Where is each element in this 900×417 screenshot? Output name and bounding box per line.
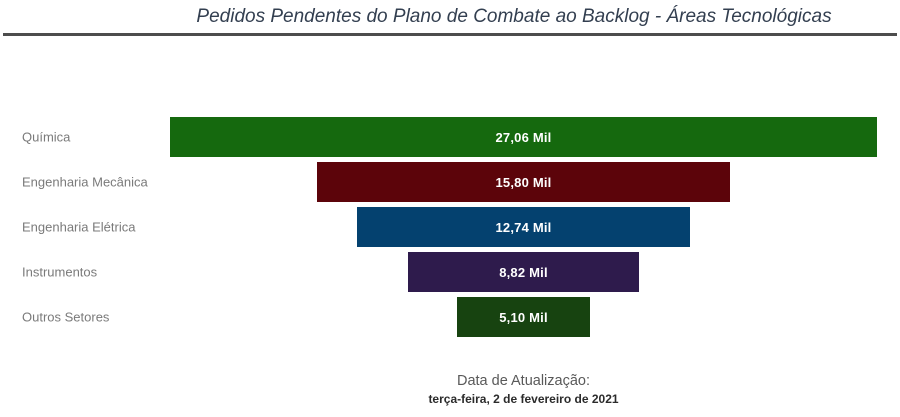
- funnel-row: Engenharia Mecânica 15,80 Mil: [0, 162, 900, 202]
- funnel-row: Outros Setores 5,10 Mil: [0, 297, 900, 337]
- title-divider: [3, 33, 897, 36]
- funnel-bar[interactable]: 8,82 Mil: [408, 252, 639, 292]
- category-label: Engenharia Mecânica: [22, 174, 148, 190]
- funnel-bar[interactable]: 27,06 Mil: [170, 117, 877, 157]
- category-label: Outros Setores: [22, 309, 110, 325]
- footer-update-label: Data de Atualização:: [456, 373, 590, 389]
- bar-value-label: 15,80 Mil: [495, 174, 552, 190]
- bar-value-label: 27,06 Mil: [495, 129, 552, 145]
- funnel-plot: Química 27,06 Mil Engenharia Mecânica 15,80…: [0, 117, 900, 342]
- funnel-row: Instrumentos 8,82 Mil: [0, 252, 900, 292]
- funnel-bar[interactable]: 12,74 Mil: [357, 207, 690, 247]
- funnel-row: Química 27,06 Mil: [0, 117, 900, 157]
- funnel-bar[interactable]: 5,10 Mil: [456, 297, 591, 337]
- footer: Data de Atualização: terça-feira, 2 de f…: [147, 371, 900, 408]
- chart-title: Pedidos Pendentes do Plano de Combate ao…: [196, 6, 832, 27]
- footer-update-date: terça-feira, 2 de fevereiro de 2021: [428, 392, 619, 406]
- category-label: Instrumentos: [22, 264, 98, 280]
- funnel-bar[interactable]: 15,80 Mil: [317, 162, 730, 202]
- category-label: Engenharia Elétrica: [22, 219, 136, 235]
- bar-value-label: 8,82 Mil: [499, 264, 548, 280]
- category-label: Química: [22, 129, 71, 145]
- funnel-row: Engenharia Elétrica 12,74 Mil: [0, 207, 900, 247]
- bar-value-label: 12,74 Mil: [495, 219, 552, 235]
- bar-value-label: 5,10 Mil: [499, 309, 548, 325]
